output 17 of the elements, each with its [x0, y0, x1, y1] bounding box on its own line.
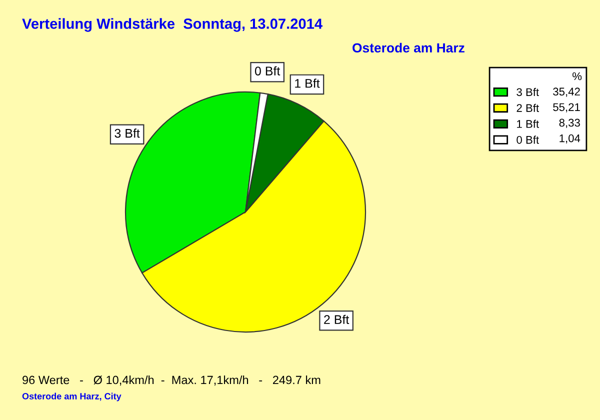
data-label: 1,04	[560, 134, 580, 144]
text: Osterode am Harz, City	[22, 392, 122, 402]
slice-label: 2 Bft	[324, 314, 350, 324]
legend-label: 3 Bft	[516, 88, 539, 96]
slice-label: 3 Bft	[114, 128, 140, 138]
slice-label: 1 Bft	[295, 78, 320, 88]
chart-title: Verteilung Windstärke Sonntag, 13.07.2014	[22, 18, 322, 32]
slice-label: 0 Bft	[254, 66, 280, 76]
data-label: 8,33	[559, 118, 580, 128]
legend-label: 2 Bft	[516, 104, 539, 112]
data-label: 55,21	[553, 103, 580, 112]
legend-label: 1 Bft	[517, 120, 539, 128]
chart-subtitle: Osterode am Harz	[352, 42, 464, 53]
legend-label: 0 Bft	[516, 136, 539, 144]
legend-title: %	[572, 72, 582, 80]
data-label: 35,42	[553, 88, 580, 97]
text: 96 Werte - Ø 10,4km/h - Max. 17,1km/h - 249.7 km	[22, 375, 320, 386]
